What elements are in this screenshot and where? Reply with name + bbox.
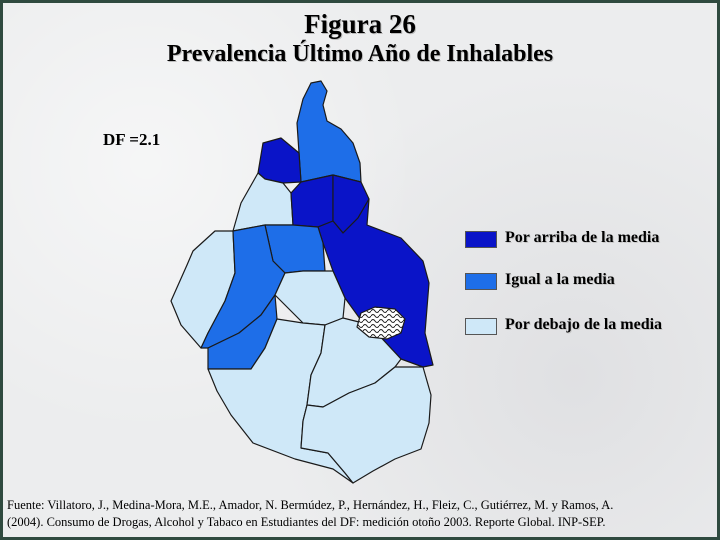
slide: Figura 26 Prevalencia Último Año de Inha…: [3, 3, 717, 537]
region-northwest: [257, 137, 302, 184]
region-south-center: [274, 270, 346, 326]
source-line-1: Fuente: Villatoro, J., Medina-Mora, M.E.…: [7, 498, 614, 512]
source-line-2: (2004). Consumo de Drogas, Alcohol y Tab…: [7, 515, 606, 529]
source-citation: Fuente: Villatoro, J., Medina-Mora, M.E.…: [7, 497, 713, 531]
delegations-map: [170, 80, 434, 484]
legend-swatch-equal: [465, 273, 497, 290]
legend-swatch-below: [465, 318, 497, 335]
legend-label-below: Por debajo de la media: [505, 316, 663, 333]
legend-label-above: Por arriba de la media: [505, 229, 660, 246]
df-value: DF =2.1: [103, 130, 161, 149]
figure-number: Figura 26: [304, 9, 416, 39]
legend-swatch-above: [465, 231, 497, 248]
legend-label-equal: Igual a la media: [505, 271, 615, 288]
patterned-zone: [356, 306, 406, 340]
region-north: [296, 80, 362, 183]
figure-title: Prevalencia Último Año de Inhalables: [166, 41, 554, 67]
region-southeast: [300, 366, 432, 484]
